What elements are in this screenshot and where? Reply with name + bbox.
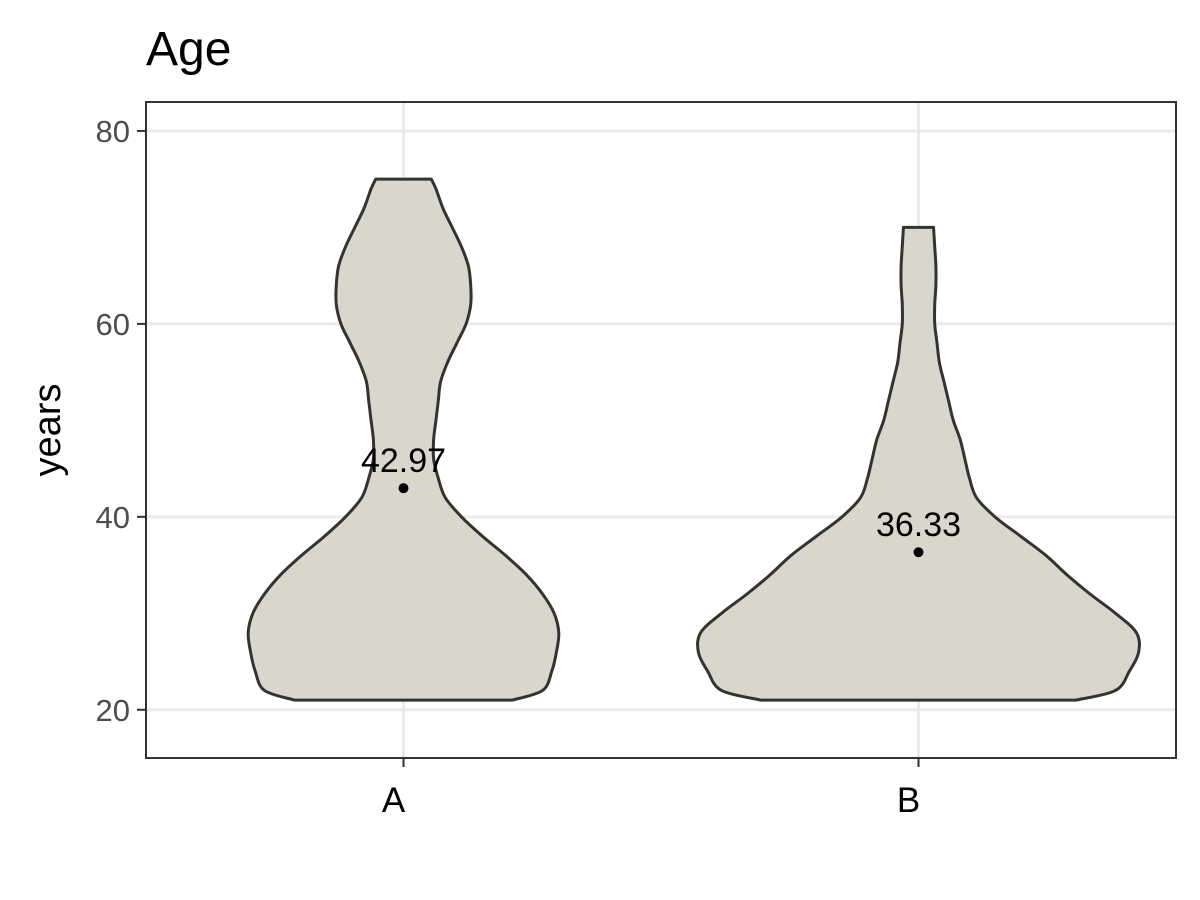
x-tick-label-A: A <box>382 781 406 820</box>
mean-markers: 42.97 36.33 <box>361 442 961 558</box>
plot-panel: 42.97 36.33 <box>145 101 1177 759</box>
y-tick-label-80: 80 <box>96 114 130 149</box>
y-axis: 20 40 60 80 <box>96 114 146 728</box>
mean-point-A <box>398 483 409 494</box>
x-tick-label-B: B <box>897 781 920 820</box>
violin-B <box>696 225 1141 702</box>
mean-point-B <box>913 547 924 558</box>
violins <box>246 177 1141 702</box>
panel-border <box>145 101 1177 759</box>
chart-title: Age <box>146 23 231 76</box>
y-tick-label-60: 60 <box>96 307 130 342</box>
violin-A <box>246 177 561 702</box>
mean-label-B: 36.33 <box>876 506 961 544</box>
y-tick-label-40: 40 <box>96 500 130 535</box>
mean-label-A: 42.97 <box>361 442 446 480</box>
y-tick-label-20: 20 <box>96 693 130 728</box>
y-axis-label: years <box>27 384 69 477</box>
